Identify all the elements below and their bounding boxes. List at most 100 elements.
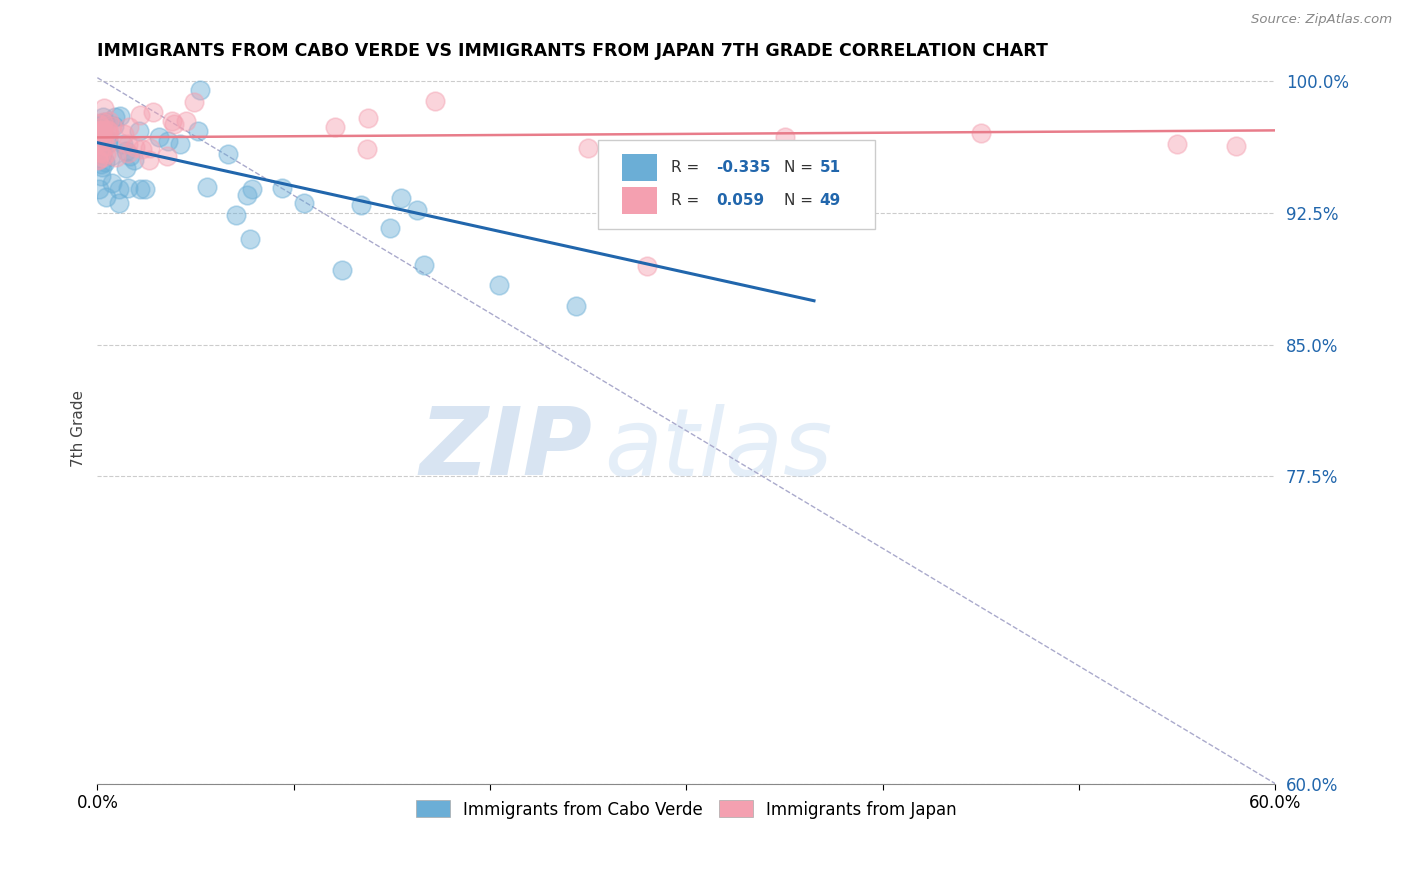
Text: IMMIGRANTS FROM CABO VERDE VS IMMIGRANTS FROM JAPAN 7TH GRADE CORRELATION CHART: IMMIGRANTS FROM CABO VERDE VS IMMIGRANTS… bbox=[97, 42, 1049, 60]
Point bbox=[357, 111, 380, 125]
Point bbox=[97, 123, 120, 137]
Point bbox=[91, 161, 114, 175]
Point bbox=[93, 134, 115, 148]
Point bbox=[217, 147, 239, 161]
Point bbox=[93, 125, 115, 139]
Text: ZIP: ZIP bbox=[419, 403, 592, 495]
Point bbox=[142, 105, 165, 120]
Point bbox=[108, 182, 131, 196]
Point bbox=[236, 188, 259, 202]
Point bbox=[564, 299, 586, 313]
Text: -0.335: -0.335 bbox=[716, 160, 770, 175]
Point bbox=[103, 120, 125, 134]
Point bbox=[90, 169, 112, 183]
Point bbox=[97, 124, 120, 138]
Point bbox=[115, 161, 138, 175]
Point bbox=[176, 113, 198, 128]
Text: atlas: atlas bbox=[605, 404, 832, 495]
Point bbox=[169, 136, 191, 151]
Point bbox=[128, 124, 150, 138]
Point bbox=[91, 110, 114, 124]
Point bbox=[100, 149, 122, 163]
Point bbox=[350, 198, 373, 212]
Point bbox=[131, 142, 153, 156]
Point bbox=[108, 196, 131, 211]
Point bbox=[87, 152, 110, 166]
Text: R =: R = bbox=[671, 160, 704, 175]
Point bbox=[576, 141, 599, 155]
Point bbox=[90, 157, 112, 171]
Point bbox=[970, 126, 993, 140]
Point bbox=[91, 122, 114, 136]
Point bbox=[117, 181, 139, 195]
Point bbox=[94, 138, 117, 153]
Point bbox=[155, 149, 177, 163]
Point bbox=[405, 202, 427, 217]
Legend: Immigrants from Cabo Verde, Immigrants from Japan: Immigrants from Cabo Verde, Immigrants f… bbox=[409, 794, 963, 825]
Point bbox=[1225, 139, 1247, 153]
Point bbox=[90, 120, 112, 135]
Point bbox=[195, 180, 218, 194]
Text: R =: R = bbox=[671, 193, 704, 208]
Point bbox=[488, 278, 510, 293]
Point bbox=[91, 147, 114, 161]
Point bbox=[1166, 137, 1188, 152]
Point bbox=[138, 153, 160, 168]
Point bbox=[101, 120, 124, 134]
Point bbox=[190, 83, 212, 97]
Point bbox=[89, 117, 111, 131]
Point bbox=[97, 133, 120, 147]
Point bbox=[773, 129, 796, 144]
Point bbox=[148, 129, 170, 144]
Point bbox=[94, 115, 117, 129]
Point bbox=[356, 142, 378, 156]
Point bbox=[94, 189, 117, 203]
Point bbox=[87, 121, 110, 136]
Point bbox=[97, 128, 120, 142]
Y-axis label: 7th Grade: 7th Grade bbox=[72, 390, 86, 467]
Point bbox=[112, 136, 135, 151]
Point bbox=[90, 146, 112, 161]
Point bbox=[163, 117, 186, 131]
Text: N =: N = bbox=[785, 160, 818, 175]
Point bbox=[105, 150, 128, 164]
Point bbox=[412, 258, 434, 272]
Point bbox=[97, 136, 120, 150]
Point bbox=[389, 191, 412, 205]
FancyBboxPatch shape bbox=[621, 187, 657, 214]
Point bbox=[270, 181, 292, 195]
Point bbox=[87, 153, 110, 168]
Point bbox=[134, 182, 156, 196]
Point bbox=[108, 109, 131, 123]
Point bbox=[91, 115, 114, 129]
Point bbox=[423, 94, 446, 108]
Point bbox=[89, 145, 111, 159]
Point bbox=[104, 110, 127, 124]
Point bbox=[239, 232, 262, 246]
Point bbox=[117, 120, 139, 135]
Text: Source: ZipAtlas.com: Source: ZipAtlas.com bbox=[1251, 13, 1392, 27]
Point bbox=[122, 153, 145, 167]
Point bbox=[187, 123, 209, 137]
Point bbox=[157, 134, 180, 148]
Point bbox=[117, 137, 139, 152]
Point bbox=[90, 116, 112, 130]
Point bbox=[97, 114, 120, 128]
Point bbox=[115, 144, 138, 158]
Text: 49: 49 bbox=[820, 193, 841, 208]
Point bbox=[90, 125, 112, 139]
Point bbox=[87, 124, 110, 138]
Point bbox=[183, 95, 205, 110]
Point bbox=[90, 124, 112, 138]
Point bbox=[117, 145, 139, 160]
Point bbox=[225, 208, 247, 222]
Text: 51: 51 bbox=[820, 160, 841, 175]
Point bbox=[380, 221, 402, 235]
Point bbox=[139, 141, 162, 155]
Point bbox=[94, 154, 117, 169]
Point bbox=[323, 120, 346, 135]
FancyBboxPatch shape bbox=[621, 153, 657, 180]
Point bbox=[112, 127, 135, 141]
Point bbox=[294, 195, 316, 210]
Point bbox=[94, 147, 117, 161]
